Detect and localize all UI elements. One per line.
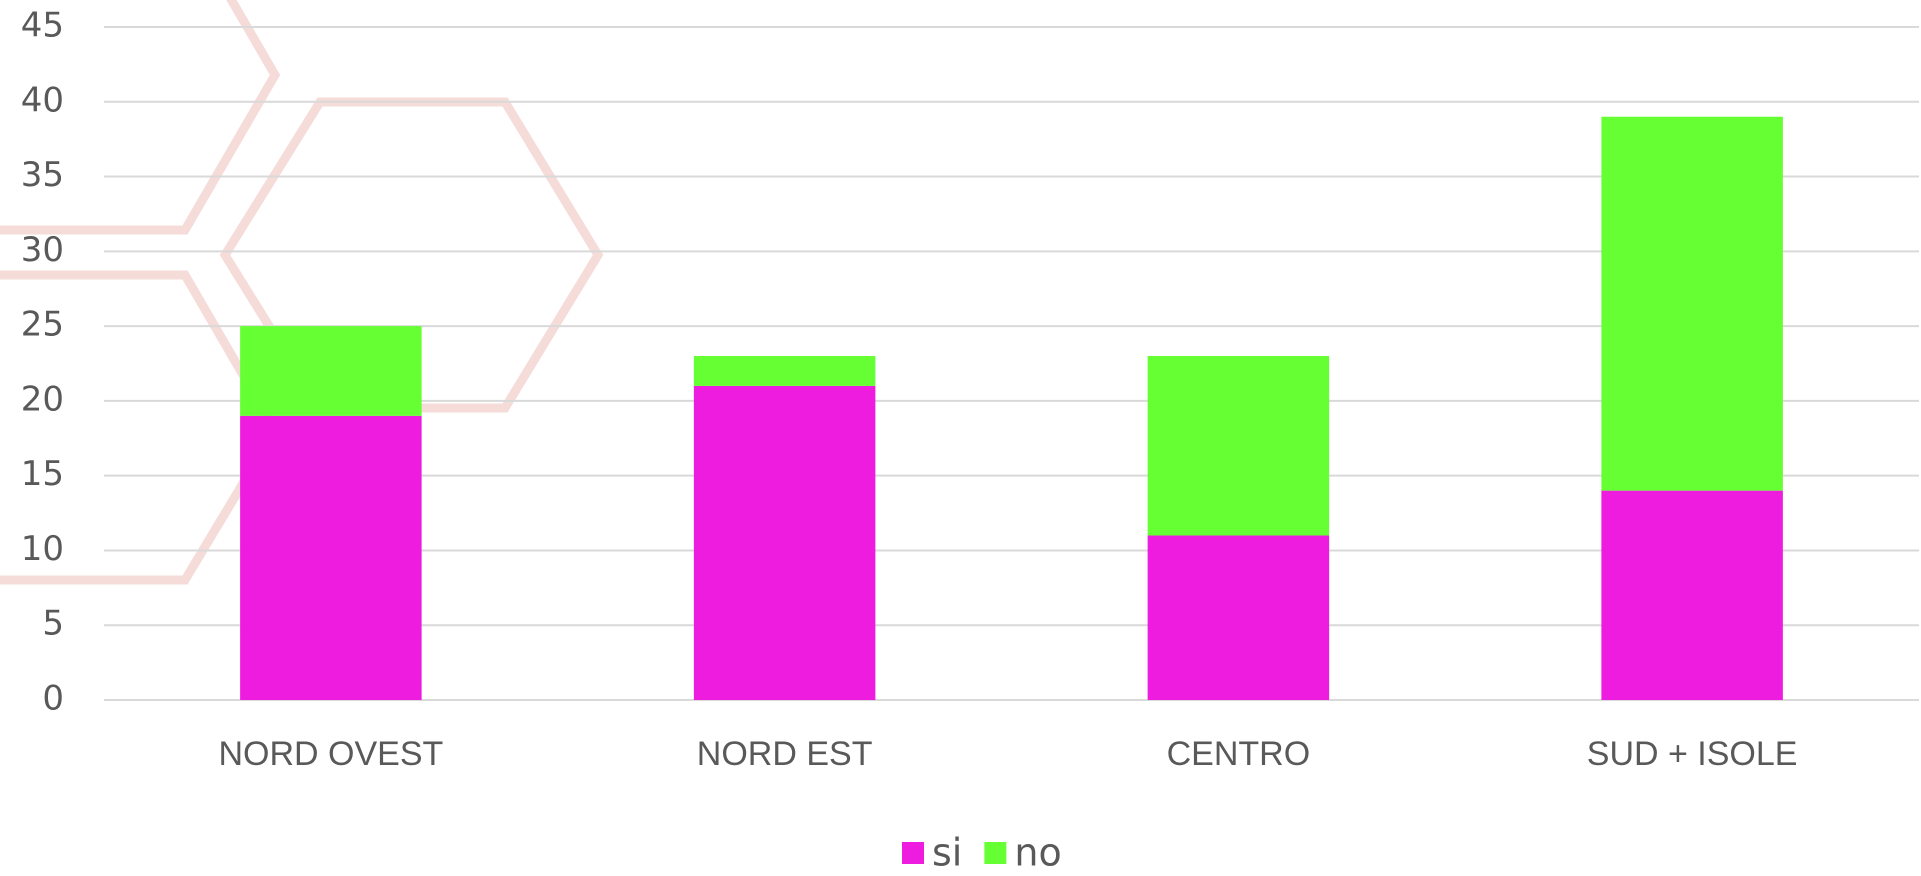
x-tick-label: CENTRO [1167, 735, 1311, 773]
y-tick-label: 10 [21, 529, 64, 569]
y-tick-label: 45 [21, 6, 64, 46]
bar-segment [240, 326, 422, 416]
x-tick-label: NORD EST [697, 735, 873, 773]
x-tick-label: SUD + ISOLE [1587, 735, 1798, 773]
y-tick-label: 35 [21, 155, 64, 195]
bar-segment [1601, 491, 1783, 700]
legend-swatch [984, 842, 1006, 864]
y-tick-label: 20 [21, 379, 64, 419]
y-tick-label: 0 [42, 679, 64, 719]
y-tick-label: 5 [42, 604, 64, 644]
bar-segment [1148, 535, 1330, 700]
legend-label: si [932, 831, 962, 875]
x-tick-label: NORD OVEST [218, 735, 443, 773]
chart: 0 5 10 15 20 25 30 35 40 45 NORD OVEST NORD EST CENT… [0, 0, 1921, 876]
bar-segment [1601, 117, 1783, 491]
legend-swatch [902, 842, 924, 864]
y-tick-label: 40 [21, 80, 64, 120]
legend-label: no [1014, 831, 1061, 875]
y-tick-label: 15 [21, 454, 64, 494]
bar-segment [1148, 356, 1330, 535]
y-tick-label: 25 [21, 305, 64, 345]
bar-segment [240, 416, 422, 700]
bar-segment [694, 356, 876, 386]
y-tick-label: 30 [21, 230, 64, 270]
bar-segment [694, 386, 876, 700]
